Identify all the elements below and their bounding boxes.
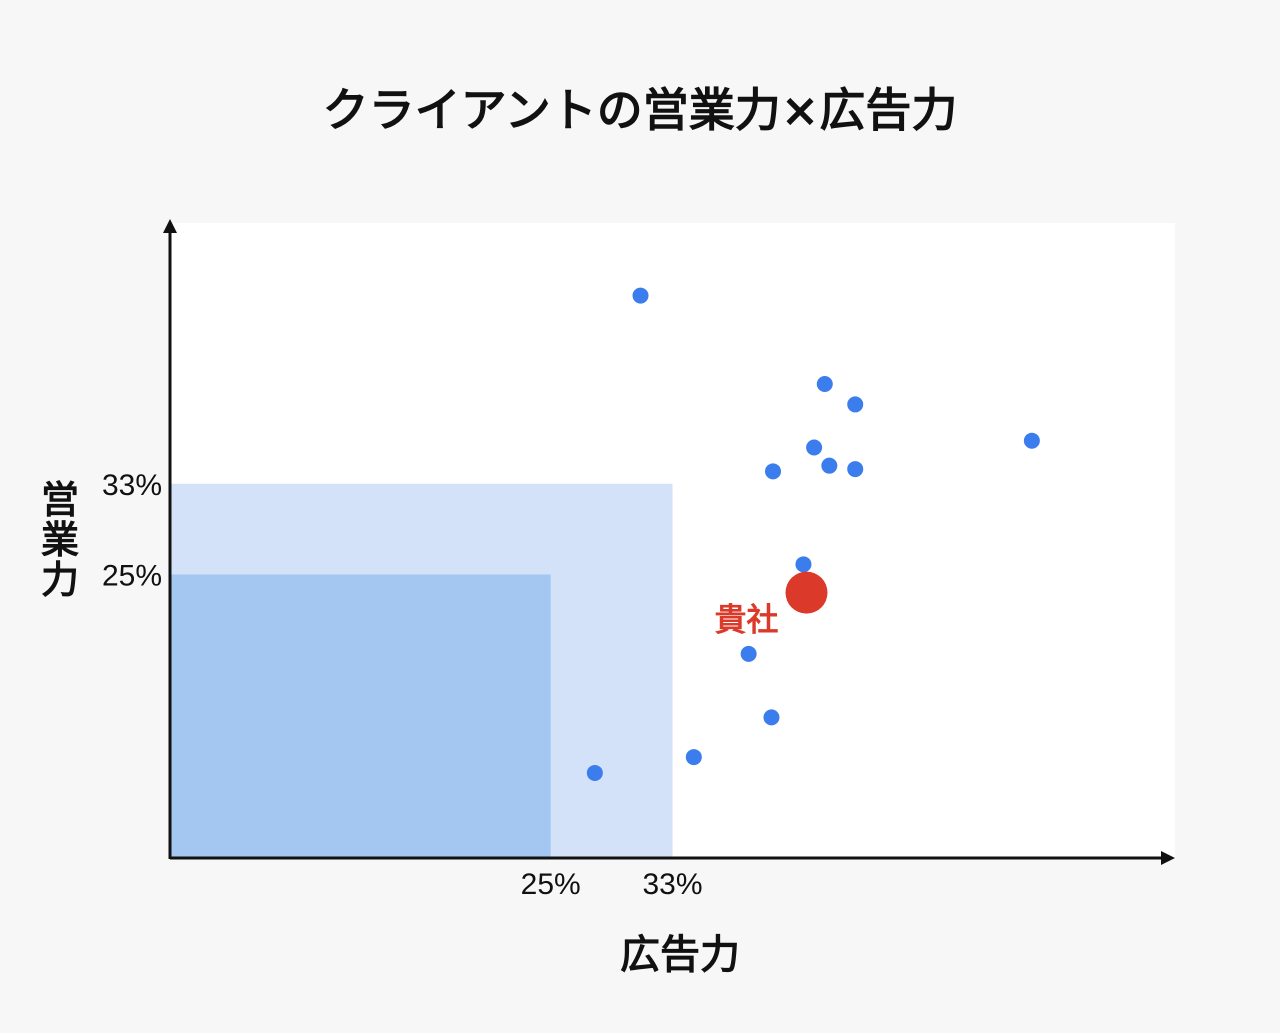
highlight-label: 貴社	[714, 601, 778, 639]
y-axis-label: 営業力	[40, 478, 79, 602]
data-point	[795, 556, 812, 573]
highlight-point	[785, 571, 828, 614]
data-point	[821, 457, 838, 474]
data-point	[816, 376, 833, 393]
axes	[163, 219, 1175, 865]
x-tick-label: 33%	[642, 868, 702, 901]
chart-title: クライアントの営業力×広告力	[322, 83, 958, 137]
quadrant-regions	[170, 483, 673, 858]
data-point	[632, 287, 649, 304]
data-point	[763, 709, 780, 726]
data-point	[765, 463, 781, 480]
data-point	[847, 461, 864, 478]
x-axis-arrow-icon	[1161, 851, 1175, 865]
x-axis-label: 広告力	[620, 932, 740, 978]
y-tick-label: 33%	[102, 469, 162, 502]
data-point	[586, 764, 603, 781]
data-point	[740, 645, 757, 662]
data-point	[1023, 432, 1040, 449]
data-point	[847, 396, 864, 413]
data-point	[685, 749, 702, 766]
highlight-group: 貴社	[714, 571, 828, 639]
x-tick-label: 25%	[521, 868, 581, 901]
data-point	[806, 439, 823, 456]
data-points	[586, 287, 1040, 781]
tick-labels: 25% 33% 25% 33%	[102, 469, 703, 901]
y-tick-label: 25%	[102, 560, 162, 593]
y-axis-arrow-icon	[163, 219, 177, 233]
region-2	[170, 574, 551, 858]
